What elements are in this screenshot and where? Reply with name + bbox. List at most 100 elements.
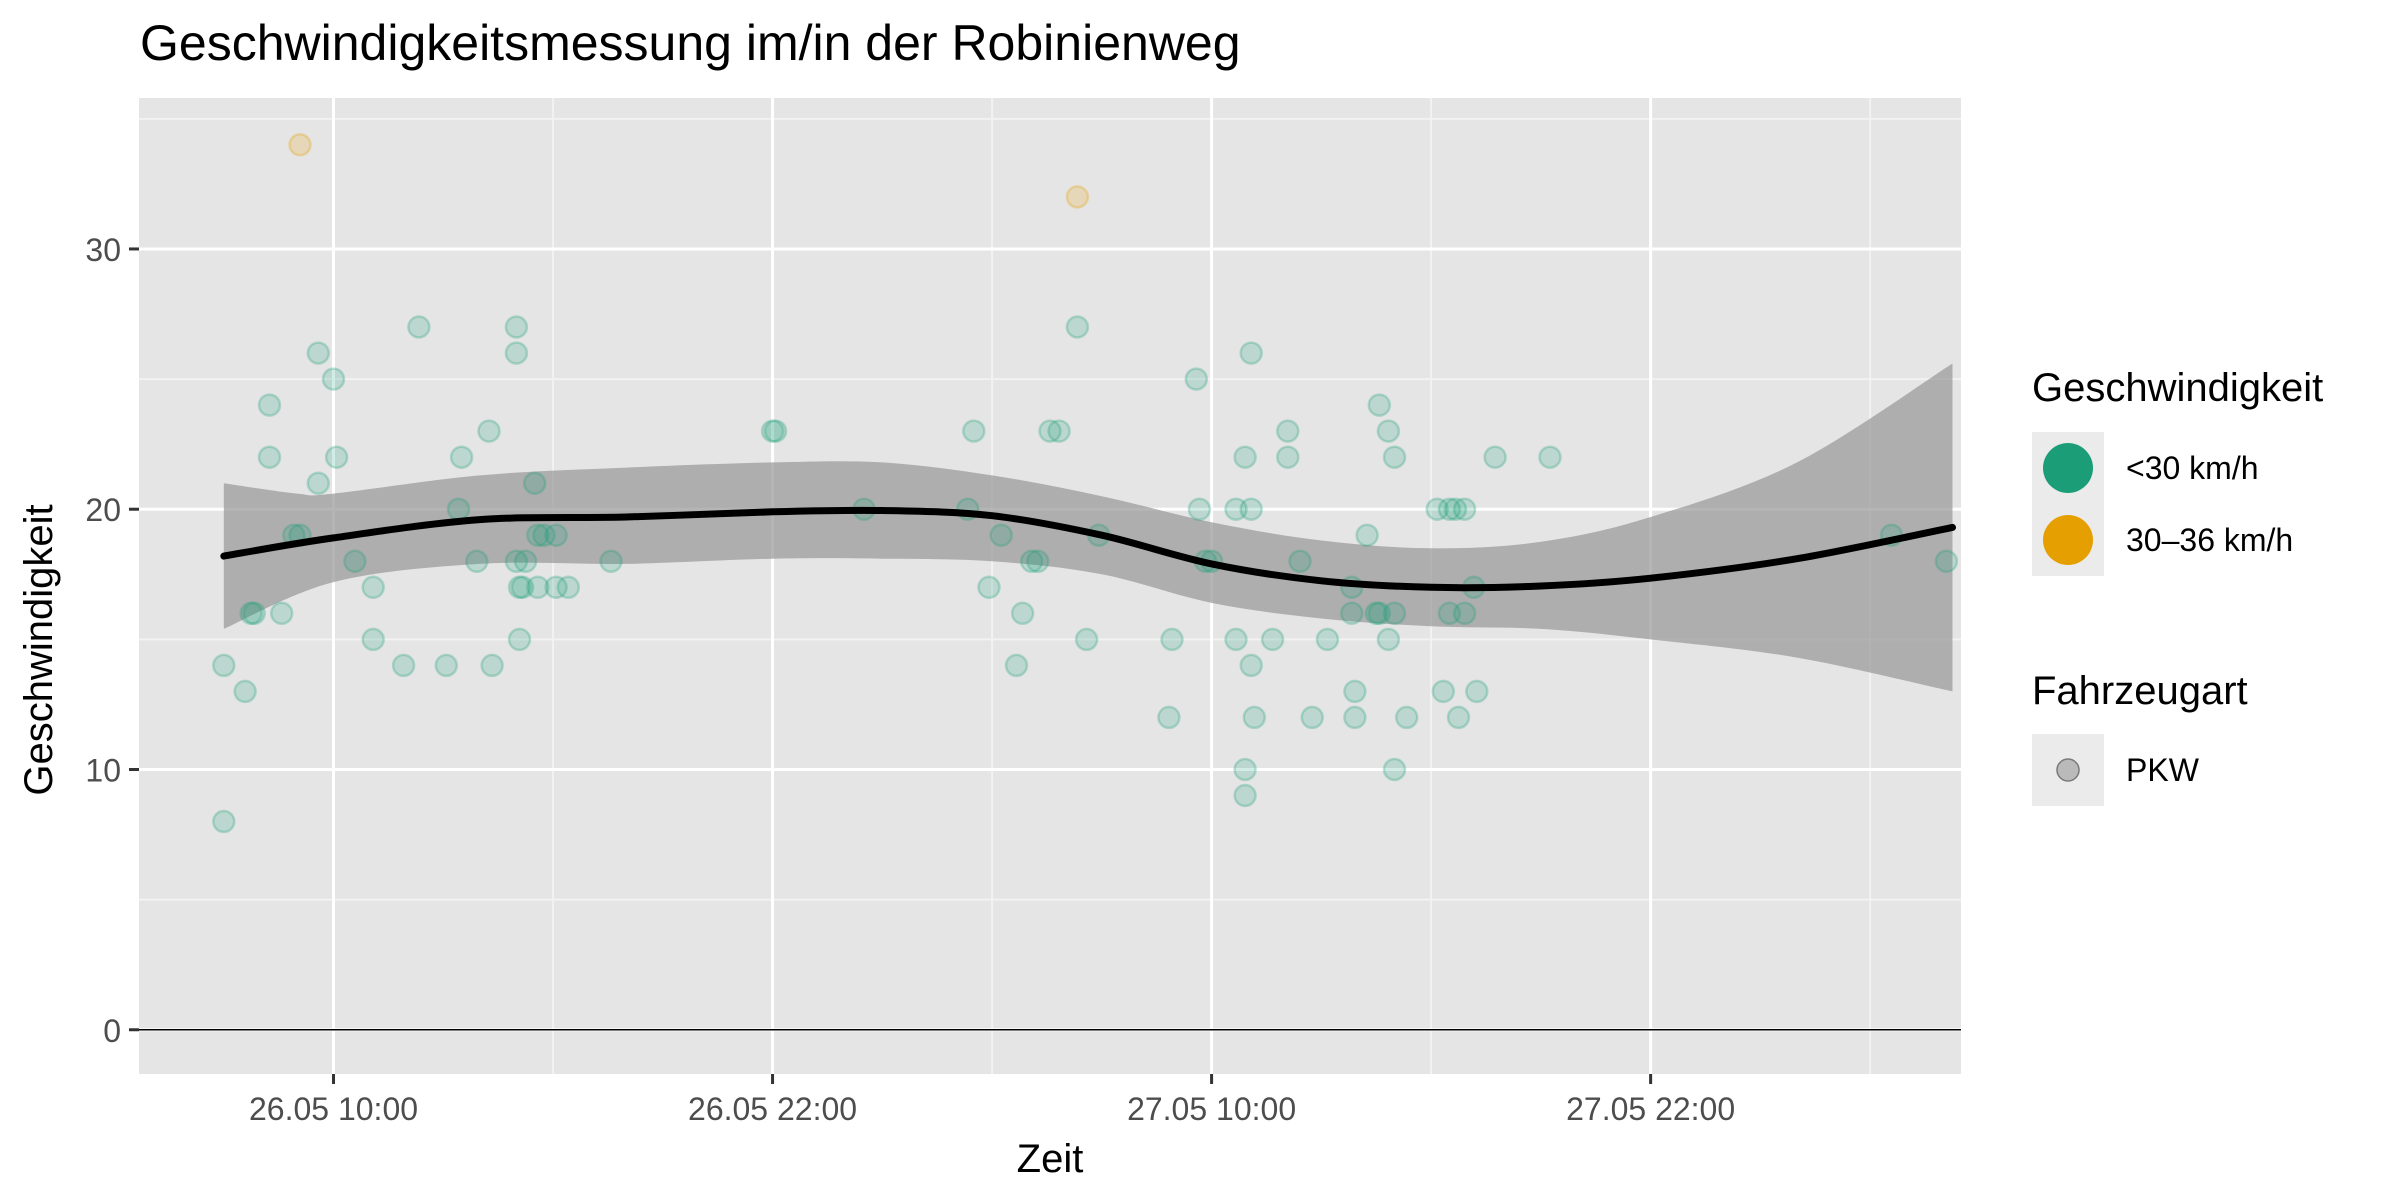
y-tick-label: 30 xyxy=(85,232,121,268)
data-point xyxy=(1004,653,1029,678)
data-point xyxy=(288,133,312,157)
data-point xyxy=(1019,549,1044,574)
data-point xyxy=(504,549,529,574)
data-point xyxy=(1443,497,1468,521)
data-point xyxy=(1157,705,1181,730)
data-point xyxy=(1288,549,1312,574)
data-point xyxy=(1437,601,1462,626)
legend-title-speed: Geschwindigkeit xyxy=(2032,366,2323,410)
data-point xyxy=(407,315,431,339)
data-point xyxy=(1242,705,1267,730)
data-point xyxy=(1010,601,1035,626)
x-tick-label: 27.05 22:00 xyxy=(1566,1091,1735,1127)
data-point xyxy=(480,653,504,678)
x-tick-label: 27.05 10:00 xyxy=(1127,1091,1296,1127)
legend-key-pkw xyxy=(2056,758,2080,782)
data-point xyxy=(504,341,529,365)
data-point xyxy=(306,471,331,495)
x-axis-label: Zeit xyxy=(1017,1137,1084,1181)
data-point xyxy=(1452,497,1477,521)
data-point xyxy=(1437,497,1462,521)
data-point xyxy=(763,419,788,443)
data-point xyxy=(526,523,550,547)
data-point xyxy=(1239,341,1263,365)
data-point xyxy=(1187,497,1212,521)
data-point xyxy=(212,809,236,834)
confidence-band-layer xyxy=(223,363,1953,692)
data-point xyxy=(977,575,1001,600)
data-point xyxy=(1343,705,1367,730)
data-point xyxy=(1233,757,1257,782)
data-point xyxy=(212,653,236,678)
data-point xyxy=(1367,601,1392,626)
data-point xyxy=(242,601,266,626)
data-point xyxy=(1425,497,1449,521)
data-point xyxy=(1340,601,1364,626)
data-point xyxy=(507,575,532,600)
legend-label-pkw: PKW xyxy=(2126,752,2200,788)
legend-key-30-36 xyxy=(2043,515,2093,565)
data-point xyxy=(1260,627,1285,652)
axes-layer: 0 10 20 30 26.05 10:00 26.05 22:00 27.05 10:00… xyxy=(85,232,1961,1127)
data-point xyxy=(1315,627,1340,652)
data-point xyxy=(1483,445,1507,469)
data-point xyxy=(1538,445,1562,469)
data-point xyxy=(962,419,986,443)
data-point xyxy=(1026,549,1050,574)
data-point xyxy=(1065,315,1090,339)
data-point xyxy=(1382,445,1407,469)
y-tick-label: 20 xyxy=(85,492,121,528)
data-point xyxy=(1367,393,1392,417)
y-tick-label: 0 xyxy=(103,1013,121,1049)
data-point xyxy=(1376,419,1401,443)
data-point xyxy=(510,575,535,600)
data-point xyxy=(1382,757,1407,782)
data-point xyxy=(257,393,282,417)
confidence-band xyxy=(223,363,1953,692)
data-point xyxy=(989,523,1013,547)
legend-label-below-30: <30 km/h xyxy=(2126,450,2259,486)
data-point xyxy=(434,653,459,678)
data-point xyxy=(526,575,550,600)
data-point xyxy=(1065,185,1090,209)
data-point xyxy=(361,575,385,600)
y-axis-label: Geschwindigkeit xyxy=(17,504,61,795)
x-tick-label: 26.05 22:00 xyxy=(688,1091,857,1127)
data-point xyxy=(361,627,385,652)
data-point xyxy=(760,419,785,443)
data-point xyxy=(1239,497,1263,521)
legend: Geschwindigkeit <30 km/h 30–36 km/h Fahr… xyxy=(2032,366,2323,806)
smooth-fit-line xyxy=(220,506,1956,592)
data-point xyxy=(532,523,556,547)
data-point xyxy=(343,549,367,574)
x-tick-label: 26.05 10:00 xyxy=(249,1091,418,1127)
data-point xyxy=(1047,419,1071,443)
data-point xyxy=(1934,549,1959,574)
data-point xyxy=(1376,627,1401,652)
data-point xyxy=(1355,523,1379,547)
legend-key-below-30 xyxy=(2043,443,2093,493)
data-point xyxy=(1431,679,1456,704)
data-point xyxy=(1465,679,1489,704)
data-point xyxy=(391,653,416,678)
data-point xyxy=(239,601,263,626)
data-point xyxy=(556,575,581,600)
data-point xyxy=(269,601,294,626)
data-point xyxy=(446,497,471,521)
data-point xyxy=(1452,601,1477,626)
data-point xyxy=(233,679,257,704)
data-point xyxy=(465,549,489,574)
data-point xyxy=(477,419,501,443)
data-point xyxy=(1233,783,1257,808)
data-point xyxy=(1224,497,1248,521)
y-tick-label: 10 xyxy=(85,752,121,788)
data-point xyxy=(1184,367,1209,391)
data-point xyxy=(1224,627,1248,652)
data-point xyxy=(1382,601,1407,626)
data-point xyxy=(544,575,568,600)
data-point xyxy=(321,367,346,391)
data-point xyxy=(522,471,547,495)
data-point xyxy=(1343,679,1367,704)
data-point xyxy=(1233,445,1257,469)
